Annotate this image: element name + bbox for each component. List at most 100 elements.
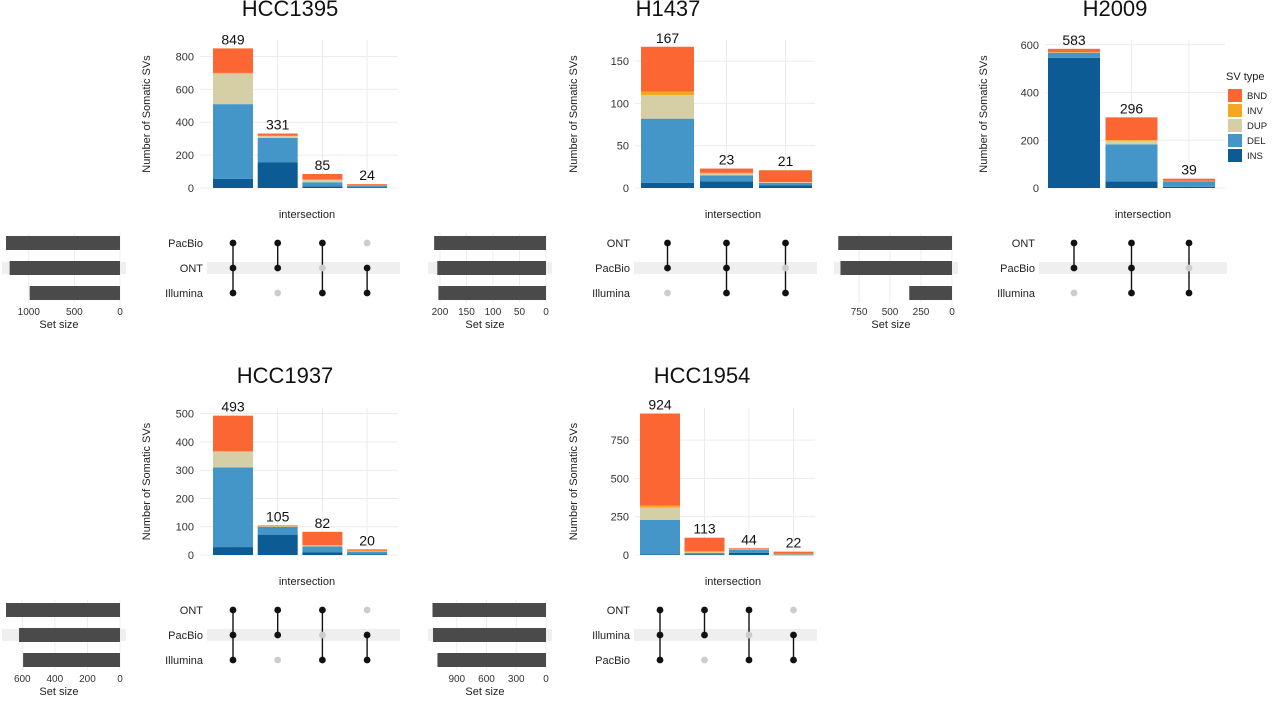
panel-title: HCC1954 [654, 363, 751, 388]
bar-value-label: 924 [648, 397, 672, 413]
bar-segment-ins [347, 554, 388, 555]
bar-segment-del [641, 118, 694, 183]
set-name-label: Illumina [165, 655, 204, 667]
bar-segment-bnd [257, 133, 298, 136]
y-tick-label: 600 [176, 84, 194, 96]
bar-segment-del [257, 526, 298, 535]
bar-segment-ins [257, 162, 298, 188]
setsize-tick-label: 500 [66, 307, 83, 318]
matrix-dot-filled [782, 239, 789, 247]
set-name-label: Illumina [592, 288, 631, 300]
y-tick-label: 300 [176, 465, 194, 477]
bar-segment-del [213, 467, 253, 548]
y-axis-label: Number of Somatic SVs [141, 422, 153, 540]
setsize-tick-label: 900 [448, 674, 465, 685]
upset-panel-hcc1954: HCC1954 0 250 500 750 Number of Somatic SVs 92… [428, 363, 817, 698]
setsize-tick-label: 100 [485, 307, 502, 318]
bar-segment-bnd [773, 551, 814, 554]
setsize-tick-label: 300 [508, 674, 525, 685]
set-size-bar [23, 653, 121, 667]
matrix-dot-filled [319, 289, 326, 297]
y-tick-label: 500 [176, 409, 194, 421]
bar-segment-dup [1105, 140, 1158, 145]
matrix-dot-empty [274, 289, 282, 297]
bar-value-label: 849 [221, 31, 245, 47]
matrix-dot-empty [745, 631, 753, 639]
matrix-row-stripe [207, 629, 400, 641]
matrix-dot-filled [319, 239, 326, 247]
setsize-tick-label: 50 [514, 307, 526, 318]
set-size-bar [432, 628, 546, 642]
bar-segment-inv [1105, 140, 1158, 141]
matrix-dot-filled [274, 264, 282, 272]
matrix-dot-filled [790, 631, 797, 639]
bar-segment-dup [1163, 180, 1215, 182]
upset-panel-hcc1395: HCC1395 0 200 400 600 800 Number of Somatic SV… [2, 0, 400, 331]
bar-segment-del [302, 546, 343, 553]
y-tick-label: 500 [611, 473, 629, 485]
legend-label-del: DEL [1247, 136, 1265, 147]
matrix-dot-filled [274, 239, 282, 247]
bar-segment-inv [1048, 51, 1100, 53]
bar-value-label: 82 [315, 515, 331, 531]
set-name-label: ONT [607, 605, 631, 617]
bar-segment-inv [684, 551, 725, 553]
matrix-dot-filled [363, 631, 371, 639]
setsize-axis-label: Set size [39, 319, 78, 331]
bar-segment-inv [347, 550, 388, 551]
bar-segment-dup [729, 549, 769, 550]
legend-swatch-inv [1228, 104, 1242, 117]
matrix-dot-filled [723, 239, 730, 247]
bar-segment-inv [302, 179, 343, 180]
matrix-dot-filled [229, 656, 237, 664]
matrix-dot-filled [1070, 239, 1078, 247]
bar-segment-del [773, 554, 814, 555]
set-name-label: ONT [607, 238, 631, 250]
bar-segment-ins [684, 554, 725, 555]
x-axis-label: intersection [705, 576, 761, 588]
set-name-label: ONT [180, 605, 204, 617]
bar-segment-bnd [1105, 117, 1158, 141]
setsize-tick-label: 200 [432, 307, 449, 318]
bar-segment-ins [1048, 57, 1100, 188]
matrix-dot-filled [363, 264, 371, 272]
y-tick-label: 400 [176, 117, 194, 129]
set-name-label: PacBio [168, 630, 203, 642]
bar-value-label: 23 [719, 152, 735, 168]
bar-segment-bnd [302, 531, 343, 546]
bar-segment-del [729, 549, 769, 553]
bar-segment-bnd [213, 48, 253, 73]
y-tick-label: 200 [1021, 135, 1039, 147]
bar-segment-dup [700, 173, 753, 176]
matrix-dot-filled [1070, 264, 1078, 272]
matrix-dot-filled [723, 264, 730, 272]
y-tick-label: 50 [617, 141, 629, 153]
setsize-tick-label: 0 [543, 307, 549, 318]
matrix-dot-filled [656, 606, 664, 614]
x-axis-label: intersection [279, 209, 335, 221]
set-name-label: PacBio [1000, 263, 1035, 275]
bar-value-label: 167 [656, 30, 680, 46]
set-size-bar [9, 261, 120, 275]
bar-value-label: 296 [1120, 100, 1144, 116]
bar-segment-dup [257, 136, 298, 138]
y-tick-label: 0 [188, 183, 194, 195]
bar-segment-del [759, 182, 812, 186]
setsize-tick-label: 150 [458, 307, 475, 318]
bar-segment-ins [641, 182, 694, 188]
matrix-dot-filled [745, 606, 753, 614]
bar-segment-ins [213, 547, 253, 555]
set-size-bar [438, 286, 546, 300]
setsize-tick-label: 750 [851, 307, 868, 318]
bar-segment-dup [684, 552, 725, 554]
setsize-tick-label: 0 [949, 307, 955, 318]
set-size-bar [434, 236, 546, 250]
bar-value-label: 105 [266, 508, 290, 524]
y-tick-label: 150 [611, 56, 629, 68]
set-name-label: ONT [1012, 238, 1036, 250]
setsize-tick-label: 200 [79, 674, 96, 685]
matrix-dot-empty [664, 289, 671, 297]
bar-segment-bnd [1048, 48, 1100, 52]
matrix-dot-filled [274, 606, 282, 614]
y-tick-label: 400 [1021, 88, 1039, 100]
